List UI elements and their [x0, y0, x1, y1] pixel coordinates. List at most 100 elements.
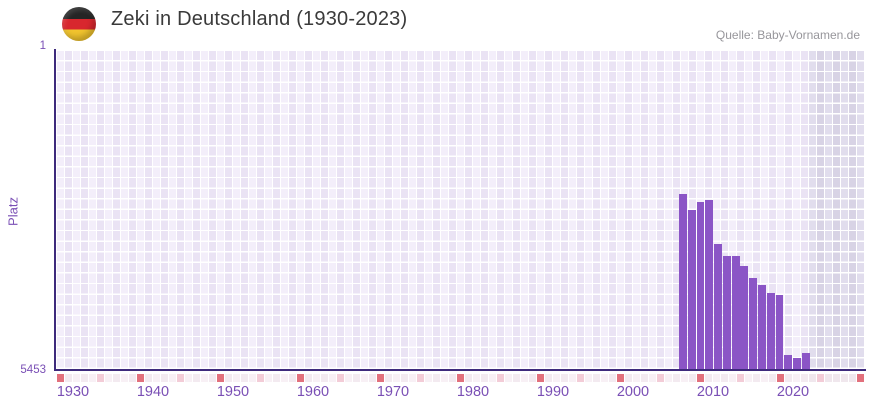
year-strip-cell [577, 373, 584, 382]
grid-column [497, 51, 504, 369]
year-strip-cell [433, 373, 440, 382]
bar-2016[interactable] [740, 265, 749, 369]
grid-column [73, 51, 80, 369]
grid-column [521, 51, 528, 369]
bar-2020[interactable] [775, 295, 784, 369]
year-strip-cell [673, 373, 680, 382]
year-strip-cell [785, 373, 792, 382]
grid-column [305, 51, 312, 369]
year-strip-cell [769, 373, 776, 382]
grid-column [145, 51, 152, 369]
grid-column [593, 51, 600, 369]
year-strip-cell [321, 373, 328, 382]
year-strip-cell [401, 373, 408, 382]
decade-marker [777, 373, 784, 382]
grid-column [153, 51, 160, 369]
bar-2022[interactable] [793, 358, 802, 369]
grid-column [433, 51, 440, 369]
grid-column [209, 51, 216, 369]
year-strip-cell [553, 373, 560, 382]
grid-column [481, 51, 488, 369]
year-strip-cell [385, 373, 392, 382]
year-strip-cell [153, 373, 160, 382]
grid-column [169, 51, 176, 369]
bar-2013[interactable] [714, 244, 722, 369]
year-strip-cell [425, 373, 432, 382]
bar-2009[interactable] [679, 193, 687, 369]
grid-column [625, 51, 632, 369]
grid-column [489, 51, 496, 369]
grid-column [513, 51, 520, 369]
year-strip-cell [657, 373, 664, 382]
year-strip-cell [529, 373, 536, 382]
grid-column [721, 51, 728, 369]
grid-column [257, 51, 264, 369]
year-strip-cell [849, 373, 856, 382]
source-attribution: Quelle: Baby-Vornamen.de [715, 28, 860, 42]
year-strip-cell [353, 373, 360, 382]
year-strip-cell [233, 373, 240, 382]
grid-column [65, 51, 72, 369]
grid-column [777, 51, 784, 369]
y-axis-label: Platz [5, 197, 21, 226]
bar-2012[interactable] [705, 200, 714, 369]
x-tick-label-2000: 2000 [616, 384, 650, 400]
grid-column [737, 51, 744, 369]
grid-column [385, 51, 392, 369]
bar-2023[interactable] [801, 353, 810, 369]
year-strip-cell [745, 373, 752, 382]
year-strip-cell [649, 373, 656, 382]
decade-marker [217, 373, 224, 382]
grid-column [585, 51, 592, 369]
year-strip-cell [97, 373, 104, 382]
year-strip-cell [305, 373, 312, 382]
grid-column [785, 51, 792, 369]
year-strip-cell [513, 373, 520, 382]
year-strip-cell [705, 373, 712, 382]
decade-marker [697, 373, 704, 382]
grid-column [201, 51, 208, 369]
y-tick-top: 1 [39, 40, 46, 52]
grid-column [409, 51, 416, 369]
year-strip-cell [753, 373, 760, 382]
decade-marker [457, 373, 464, 382]
year-strip-cell [545, 373, 552, 382]
grid-column [289, 51, 296, 369]
bar-2010[interactable] [687, 210, 696, 369]
grid-column-future [849, 51, 856, 369]
year-strip-cell [161, 373, 168, 382]
year-strip-cell [201, 373, 208, 382]
year-strip-cell [497, 373, 504, 382]
year-strip-cell [273, 373, 280, 382]
grid-column [577, 51, 584, 369]
bar-2011[interactable] [696, 202, 705, 369]
year-strip-cell [665, 373, 672, 382]
bar-2018[interactable] [758, 284, 766, 369]
grid-column [505, 51, 512, 369]
grid-column [617, 51, 624, 369]
year-strip-cell [601, 373, 608, 382]
year-strip-cell [473, 373, 480, 382]
year-strip-cell [81, 373, 88, 382]
grid-column [361, 51, 368, 369]
grid-column [353, 51, 360, 369]
bar-2014[interactable] [722, 255, 731, 369]
x-tick-label-2020: 2020 [776, 384, 810, 400]
year-strip-cell [481, 373, 488, 382]
bar-2017[interactable] [749, 277, 758, 369]
bar-2015[interactable] [731, 255, 740, 369]
year-strip-cell [505, 373, 512, 382]
grid-column [529, 51, 536, 369]
grid-column [665, 51, 672, 369]
bar-2021[interactable] [784, 355, 793, 369]
year-strip-cell [313, 373, 320, 382]
grid-column [793, 51, 800, 369]
grid-column [337, 51, 344, 369]
grid-column [273, 51, 280, 369]
grid-column [753, 51, 760, 369]
y-tick-bottom: 5453 [20, 364, 46, 376]
bar-2019[interactable] [766, 292, 775, 369]
year-strip-cell [625, 373, 632, 382]
x-tick-label-1980: 1980 [456, 384, 490, 400]
